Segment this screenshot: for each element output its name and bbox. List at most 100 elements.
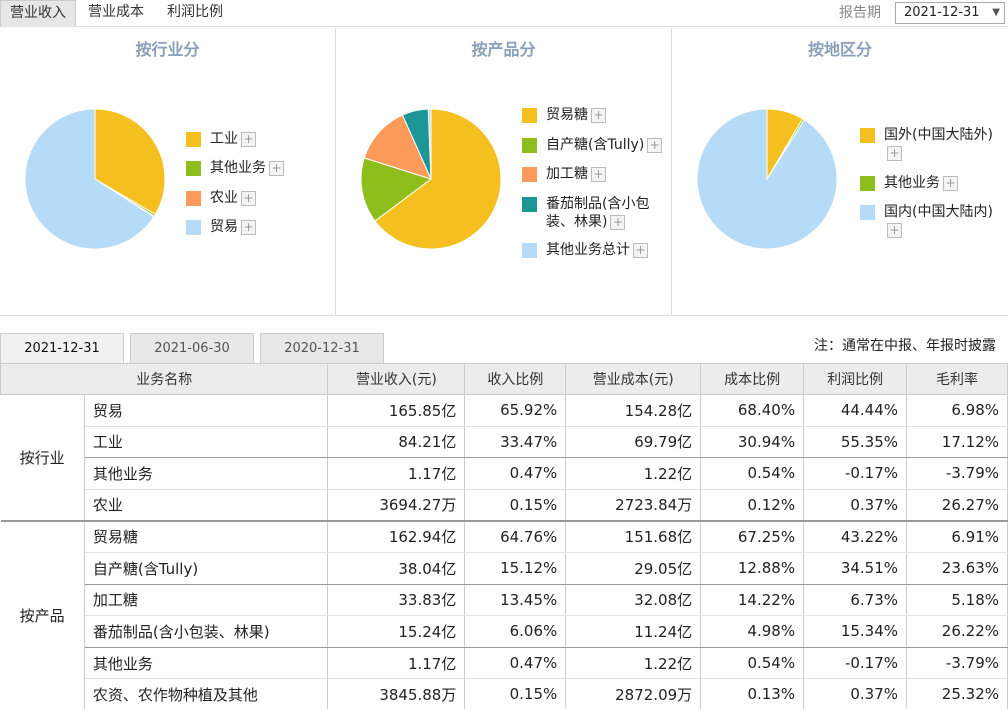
- expand-plus-icon[interactable]: +: [610, 214, 626, 230]
- cell-revenue: 1.17亿: [327, 457, 466, 490]
- legend-item[interactable]: 其他业务 +: [860, 174, 1000, 192]
- expand-plus-icon[interactable]: +: [241, 190, 256, 206]
- cell-gross-margin: 26.27%: [906, 489, 1008, 522]
- legend-label: 其他业务: [210, 160, 266, 176]
- pie-slice[interactable]: [696, 108, 838, 250]
- cell-revenue-ratio: 33.47%: [464, 426, 567, 459]
- expand-plus-icon[interactable]: +: [269, 160, 284, 176]
- header-cost-ratio: 成本比例: [700, 363, 805, 395]
- cell-profit-ratio: 0.37%: [803, 489, 908, 522]
- group-label: 按产品: [0, 520, 85, 709]
- pie-slice[interactable]: [94, 108, 166, 216]
- expand-plus-icon[interactable]: +: [887, 222, 902, 238]
- legend-item[interactable]: 贸易糖 +: [522, 106, 667, 124]
- table-row: 加工糖 33.83亿 13.45% 32.08亿 14.22% 6.73% 5.18%: [1, 584, 1008, 617]
- legend-item[interactable]: 番茄制品(含小包装、林果) +: [522, 195, 667, 231]
- cell-cost: 1.22亿: [565, 457, 702, 490]
- expand-plus-icon[interactable]: +: [591, 166, 606, 182]
- pie-slice[interactable]: [24, 108, 155, 250]
- date-tab-2021-12-31[interactable]: 2021-12-31: [0, 333, 124, 363]
- cell-revenue: 38.04亿: [327, 552, 466, 585]
- legend-label: 国内(中国大陆内): [884, 204, 993, 220]
- pie-chart-industry: [24, 108, 166, 250]
- legend-swatch: [522, 138, 537, 153]
- cell-cost-ratio: 0.54%: [700, 647, 805, 680]
- expand-plus-icon[interactable]: +: [633, 242, 648, 258]
- date-tab-2020-12-31[interactable]: 2020-12-31: [260, 333, 384, 363]
- legend-swatch: [186, 220, 201, 235]
- cell-revenue-ratio: 64.76%: [464, 520, 567, 553]
- expand-plus-icon[interactable]: +: [241, 219, 256, 235]
- legend-item[interactable]: 其他业务 +: [186, 159, 326, 177]
- legend-swatch: [186, 191, 201, 206]
- legend-swatch: [522, 108, 537, 123]
- expand-plus-icon[interactable]: +: [647, 137, 663, 153]
- cell-cost-ratio: 12.88%: [700, 552, 805, 585]
- pie-slice[interactable]: [363, 114, 432, 180]
- pie-chart-product: [360, 108, 502, 250]
- cell-revenue: 162.94亿: [327, 520, 466, 553]
- tab-profit-ratio[interactable]: 利润比例: [167, 4, 223, 20]
- expand-plus-icon[interactable]: +: [943, 175, 958, 191]
- header-cost: 营业成本(元): [565, 363, 702, 395]
- cell-cost: 2872.09万: [565, 678, 702, 709]
- legend-label: 加工糖: [546, 166, 588, 182]
- cell-gross-margin: 6.91%: [906, 520, 1008, 553]
- cell-cost-ratio: 0.13%: [700, 678, 805, 709]
- legend-swatch: [860, 205, 875, 220]
- legend-item[interactable]: 农业 +: [186, 189, 326, 207]
- chevron-down-icon: ▼: [992, 7, 1000, 18]
- legend-item[interactable]: 自产糖(含Tully) +: [522, 136, 667, 154]
- cell-cost-ratio: 67.25%: [700, 520, 805, 553]
- legend-swatch: [860, 128, 875, 143]
- cell-business-name: 农资、农作物种植及其他: [84, 678, 329, 709]
- legend-swatch: [522, 167, 537, 182]
- business-table: 业务名称 营业收入(元) 收入比例 营业成本(元) 成本比例 利润比例 毛利率 …: [0, 363, 1008, 709]
- tab-revenue[interactable]: 营业收入: [0, 0, 76, 27]
- table-row: 工业 84.21亿 33.47% 69.79亿 30.94% 55.35% 17.12%: [1, 426, 1008, 459]
- legend-item[interactable]: 工业 +: [186, 130, 326, 148]
- cell-gross-margin: 17.12%: [906, 426, 1008, 459]
- cell-cost: 11.24亿: [565, 615, 702, 648]
- legend-item[interactable]: 贸易 +: [186, 218, 326, 236]
- cell-business-name: 贸易: [84, 394, 329, 427]
- cell-profit-ratio: 0.37%: [803, 678, 908, 709]
- cell-revenue: 3845.88万: [327, 678, 466, 709]
- cell-revenue: 84.21亿: [327, 426, 466, 459]
- cell-cost: 29.05亿: [565, 552, 702, 585]
- report-period-select[interactable]: 2021-12-31 ▼: [895, 2, 1005, 24]
- cell-revenue-ratio: 0.47%: [464, 647, 567, 680]
- cell-cost: 154.28亿: [565, 394, 702, 427]
- legend-item[interactable]: 其他业务总计 +: [522, 241, 667, 259]
- chart-title: 按产品分: [471, 40, 536, 59]
- cell-revenue: 3694.27万: [327, 489, 466, 522]
- cell-revenue-ratio: 13.45%: [464, 584, 567, 617]
- tab-cost[interactable]: 营业成本: [88, 4, 144, 20]
- expand-plus-icon[interactable]: +: [887, 145, 902, 161]
- header-gross-margin: 毛利率: [906, 363, 1008, 395]
- cell-profit-ratio: 15.34%: [803, 615, 908, 648]
- expand-plus-icon[interactable]: +: [591, 107, 606, 123]
- pie-slice[interactable]: [427, 108, 432, 180]
- pie-slice[interactable]: [374, 108, 502, 250]
- cell-revenue: 33.83亿: [327, 584, 466, 617]
- chart-panel-product: 按产品分 贸易糖 + 自产糖(含Tully) + 加工糖 + 番茄制品(含小包装、林果) + 其…: [336, 28, 672, 316]
- disclosure-note: 注：通常在中报、年报时披露: [814, 338, 996, 354]
- cell-revenue: 1.17亿: [327, 647, 466, 680]
- legend-item[interactable]: 国内(中国大陆内) +: [860, 203, 1000, 239]
- expand-plus-icon[interactable]: +: [241, 131, 256, 147]
- cell-revenue-ratio: 0.15%: [464, 489, 567, 522]
- cell-cost: 1.22亿: [565, 647, 702, 680]
- legend-item[interactable]: 国外(中国大陆外) +: [860, 126, 1000, 162]
- cell-revenue-ratio: 65.92%: [464, 394, 567, 427]
- cell-profit-ratio: -0.17%: [803, 457, 908, 490]
- table-row: 番茄制品(含小包装、林果) 15.24亿 6.06% 11.24亿 4.98% 15.34…: [1, 615, 1008, 648]
- cell-cost: 151.68亿: [565, 520, 702, 553]
- date-tab-2021-06-30[interactable]: 2021-06-30: [130, 333, 254, 363]
- legend-label: 其他业务总计: [546, 242, 630, 258]
- cell-cost: 69.79亿: [565, 426, 702, 459]
- cell-business-name: 农业: [84, 489, 329, 522]
- legend-item[interactable]: 加工糖 +: [522, 165, 667, 183]
- cell-cost-ratio: 4.98%: [700, 615, 805, 648]
- cell-business-name: 其他业务: [84, 457, 329, 490]
